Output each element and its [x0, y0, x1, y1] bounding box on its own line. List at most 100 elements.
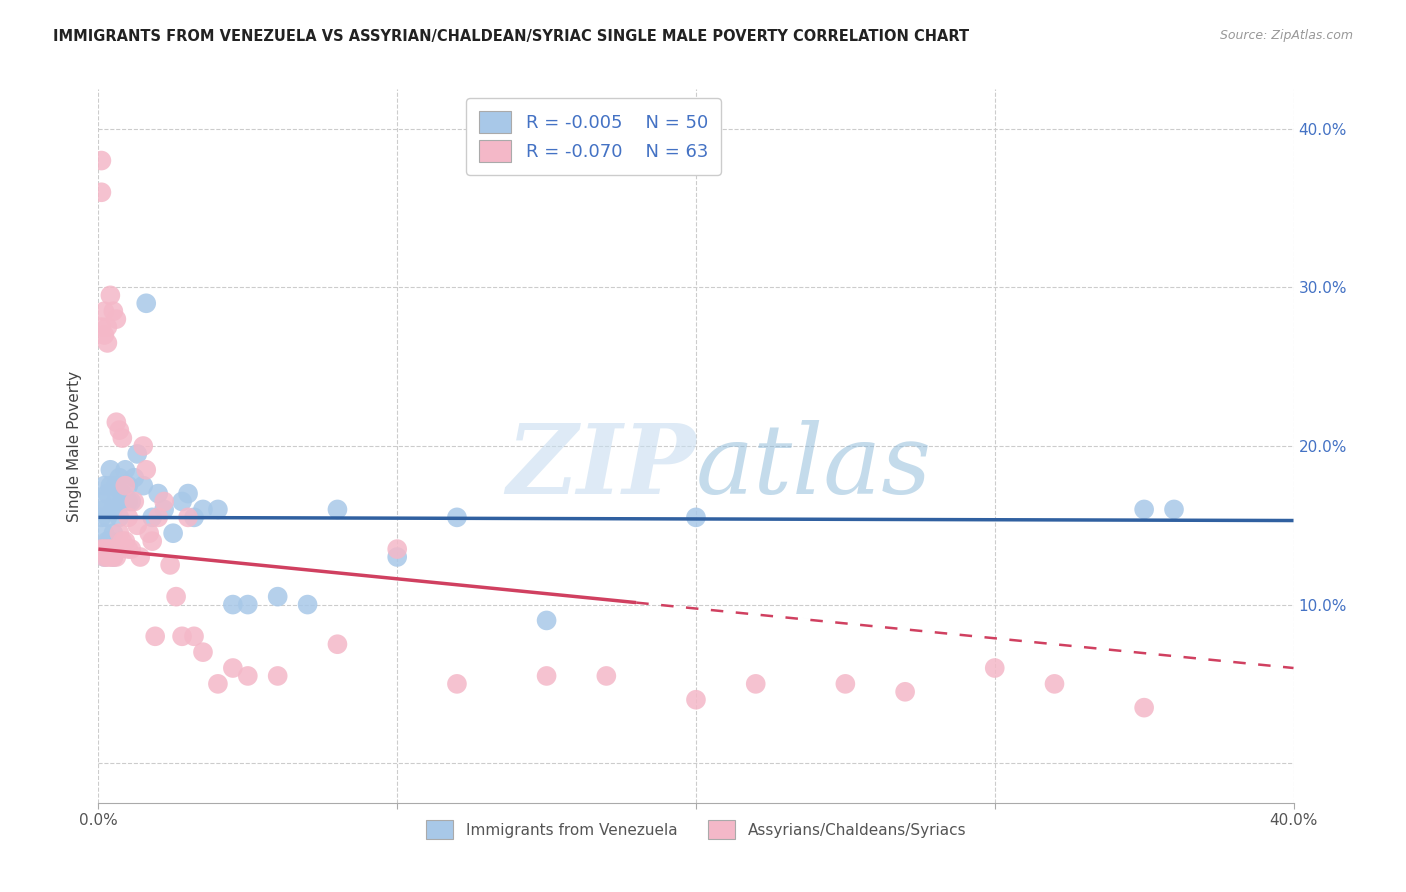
Point: [143, 629, 166, 643]
Point: [108, 510, 131, 524]
Point: [96, 510, 118, 524]
Point: [93, 526, 115, 541]
Point: [183, 510, 205, 524]
Point: [108, 471, 131, 485]
Point: [135, 296, 157, 310]
Point: [132, 478, 155, 492]
Point: [90, 542, 112, 557]
Point: [127, 447, 149, 461]
Point: [385, 542, 409, 557]
Point: [98, 534, 122, 549]
Point: [96, 542, 118, 557]
Point: [536, 669, 558, 683]
Point: [267, 590, 290, 604]
Text: atlas: atlas: [696, 420, 932, 515]
Point: [93, 478, 115, 492]
Point: [103, 549, 125, 564]
Text: IMMIGRANTS FROM VENEZUELA VS ASSYRIAN/CHALDEAN/SYRIAC SINGLE MALE POVERTY CORREL: IMMIGRANTS FROM VENEZUELA VS ASSYRIAN/CH…: [53, 29, 970, 44]
Point: [105, 312, 128, 326]
Point: [93, 549, 115, 564]
Point: [98, 288, 122, 302]
Point: [162, 526, 184, 541]
Point: [111, 494, 134, 508]
Point: [103, 502, 125, 516]
Point: [984, 661, 1007, 675]
Point: [108, 526, 131, 541]
Point: [685, 692, 707, 706]
Point: [111, 534, 134, 549]
Point: [105, 478, 128, 492]
Point: [236, 669, 259, 683]
Point: [103, 526, 125, 541]
Point: [129, 549, 152, 564]
Point: [1133, 700, 1156, 714]
Point: [159, 558, 181, 572]
Point: [191, 645, 214, 659]
Point: [93, 328, 115, 343]
Point: [96, 320, 118, 334]
Point: [153, 502, 176, 516]
Point: [98, 478, 122, 492]
Point: [96, 534, 118, 549]
Point: [135, 463, 157, 477]
Point: [103, 304, 125, 318]
Point: [236, 598, 259, 612]
Point: [207, 677, 229, 691]
Point: [745, 677, 768, 691]
Text: ZIP: ZIP: [506, 420, 696, 515]
Point: [117, 478, 139, 492]
Point: [96, 486, 118, 500]
Point: [103, 549, 125, 564]
Point: [685, 510, 707, 524]
Point: [96, 335, 118, 350]
Point: [1043, 677, 1066, 691]
Point: [172, 494, 194, 508]
Point: [127, 518, 149, 533]
Point: [222, 598, 245, 612]
Point: [120, 542, 142, 557]
Legend: Immigrants from Venezuela, Assyrians/Chaldeans/Syriacs: Immigrants from Venezuela, Assyrians/Cha…: [420, 814, 972, 845]
Point: [98, 542, 122, 557]
Point: [93, 304, 115, 318]
Point: [148, 510, 170, 524]
Point: [894, 685, 917, 699]
Point: [207, 502, 229, 516]
Point: [90, 494, 112, 508]
Point: [124, 494, 146, 508]
Point: [98, 549, 122, 564]
Point: [117, 494, 139, 508]
Point: [385, 549, 409, 564]
Point: [191, 502, 214, 516]
Point: [326, 637, 349, 651]
Point: [111, 486, 134, 500]
Point: [90, 510, 112, 524]
Point: [90, 320, 112, 334]
Point: [117, 542, 139, 557]
Point: [297, 598, 319, 612]
Point: [183, 629, 205, 643]
Point: [834, 677, 856, 691]
Point: [326, 502, 349, 516]
Point: [117, 510, 139, 524]
Point: [141, 534, 163, 549]
Point: [446, 510, 468, 524]
Point: [132, 439, 155, 453]
Point: [536, 614, 558, 628]
Point: [90, 186, 112, 200]
Point: [114, 478, 136, 492]
Text: Source: ZipAtlas.com: Source: ZipAtlas.com: [1219, 29, 1353, 42]
Y-axis label: Single Male Poverty: Single Male Poverty: [67, 370, 83, 522]
Point: [105, 549, 128, 564]
Point: [98, 463, 122, 477]
Point: [177, 486, 200, 500]
Point: [108, 542, 131, 557]
Point: [93, 502, 115, 516]
Point: [148, 486, 170, 500]
Point: [267, 669, 290, 683]
Point: [172, 629, 194, 643]
Point: [93, 549, 115, 564]
Point: [111, 431, 134, 445]
Point: [1133, 502, 1156, 516]
Point: [446, 677, 468, 691]
Point: [103, 542, 125, 557]
